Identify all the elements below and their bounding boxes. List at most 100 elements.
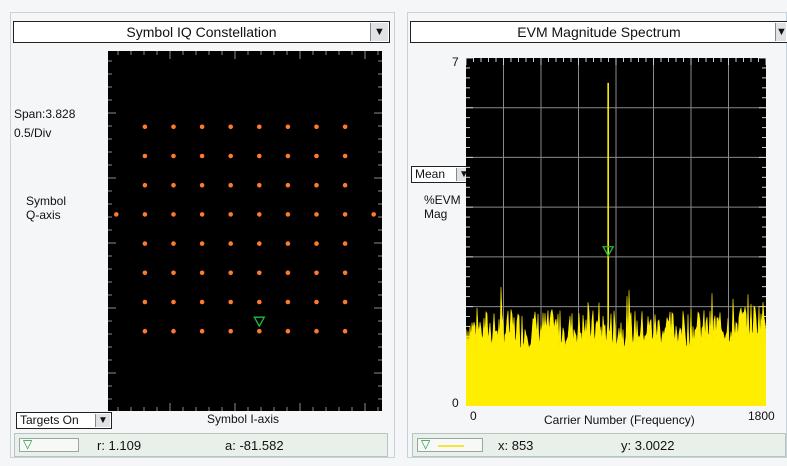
constellation-point [257, 124, 262, 130]
constellation-point [285, 299, 291, 305]
constellation-title-select[interactable]: Symbol IQ Constellation ▼ [13, 21, 390, 43]
trace-color-swatch [438, 445, 464, 447]
x-axis-min-label: 0 [470, 409, 477, 423]
readout-a: a: -81.582 [225, 438, 284, 453]
evm-ylabel-line1: %EVM [424, 193, 461, 207]
constellation-point [171, 241, 176, 246]
constellation-point [342, 153, 348, 159]
constellation-point [285, 241, 291, 246]
constellation-point [199, 270, 205, 276]
chevron-down-icon[interactable]: ▼ [95, 414, 110, 427]
constellation-point [228, 241, 233, 246]
evm-ylabel-line2: Mag [424, 207, 448, 221]
targets-select-value: Targets On [20, 413, 79, 427]
constellation-point [228, 153, 233, 159]
constellation-point [257, 328, 262, 334]
constellation-point [342, 212, 348, 217]
constellation-point [314, 270, 319, 276]
y-axis-max-label: 7 [452, 55, 459, 69]
constellation-readout-bar: ▽ r: 1.109 a: -81.582 [14, 433, 388, 457]
constellation-point [314, 182, 319, 188]
marker-triangle-icon: ▽ [421, 437, 431, 451]
constellation-point [314, 299, 319, 305]
constellation-point [314, 153, 319, 159]
constellation-point [314, 124, 319, 130]
constellation-point [228, 124, 233, 130]
constellation-plot[interactable] [108, 51, 382, 411]
constellation-title: Symbol IQ Constellation [126, 24, 277, 40]
x-axis-max-label: 1800 [748, 409, 775, 423]
constellation-point [199, 124, 205, 130]
constellation-point [257, 182, 262, 188]
evm-spectrum-svg [465, 57, 767, 407]
constellation-point [342, 241, 348, 246]
constellation-point [171, 328, 176, 334]
marker-triangle-icon [253, 316, 266, 328]
marker-triangle-icon: ▽ [23, 437, 33, 451]
scale-per-div-label: 0.5/Div [14, 126, 52, 140]
constellation-point [342, 182, 348, 188]
constellation-point [314, 241, 319, 246]
constellation-point [199, 299, 205, 305]
constellation-point [171, 212, 176, 217]
constellation-point [142, 182, 148, 188]
q-axis-label-line1: Symbol [26, 194, 67, 208]
span-label: Span:3.828 [14, 107, 76, 121]
targets-select[interactable]: Targets On ▼ [16, 412, 112, 429]
evm-title-select[interactable]: EVM Magnitude Spectrum ▼ [410, 21, 787, 43]
constellation-point [285, 328, 291, 334]
mean-select[interactable]: Mean ▼ [411, 166, 473, 183]
chevron-down-icon[interactable]: ▼ [370, 23, 388, 41]
constellation-point [285, 212, 291, 217]
marker-selector[interactable]: ▽ [417, 437, 483, 452]
constellation-point [257, 241, 262, 246]
readout-r: r: 1.109 [97, 438, 142, 453]
x-axis-label: Carrier Number (Frequency) [544, 413, 695, 427]
constellation-point [199, 241, 205, 246]
constellation-point [285, 124, 291, 130]
constellation-point [171, 299, 176, 305]
constellation-point [257, 299, 262, 305]
i-axis-label: Symbol I-axis [207, 412, 280, 426]
constellation-point [199, 212, 205, 217]
marker-triangle-icon [602, 246, 615, 258]
constellation-point [142, 328, 148, 334]
constellation-point [257, 153, 262, 159]
constellation-point [314, 328, 319, 334]
constellation-point [171, 182, 176, 188]
constellation-point [142, 153, 148, 159]
y-axis-min-label: 0 [452, 396, 459, 410]
constellation-point [228, 212, 233, 217]
constellation-point [228, 299, 233, 305]
constellation-point [371, 212, 377, 217]
readout-y: y: 3.0022 [621, 438, 675, 453]
iq-constellation-panel: Symbol IQ Constellation ▼ Span:3.828 0.5… [10, 12, 395, 458]
constellation-point [114, 212, 119, 217]
constellation-point [257, 212, 262, 217]
constellation-point [171, 124, 176, 130]
constellation-point [199, 182, 205, 188]
constellation-point [342, 328, 348, 334]
marker-selector[interactable]: ▽ [19, 437, 79, 452]
constellation-point [342, 270, 348, 276]
evm-spectrum-plot[interactable] [465, 57, 767, 407]
constellation-point [142, 124, 148, 130]
constellation-point [199, 328, 205, 334]
constellation-point [342, 299, 348, 305]
evm-spectrum-panel: EVM Magnitude Spectrum ▼ 7 0 Mean ▼ %EVM… [407, 12, 787, 458]
constellation-point [285, 182, 291, 188]
constellation-point [171, 270, 176, 276]
constellation-point [314, 212, 319, 217]
q-axis-label-line2: Q-axis [26, 208, 61, 222]
constellation-point [285, 270, 291, 276]
constellation-point [228, 182, 233, 188]
constellation-point [257, 270, 262, 276]
constellation-point [199, 153, 205, 159]
constellation-point [342, 124, 348, 130]
constellation-point [142, 212, 148, 217]
chevron-down-icon[interactable]: ▼ [775, 23, 786, 41]
evm-title: EVM Magnitude Spectrum [517, 24, 681, 40]
constellation-point [285, 153, 291, 159]
constellation-point [228, 270, 233, 276]
evm-readout-bar: ▽ x: 853 y: 3.0022 [412, 433, 786, 457]
